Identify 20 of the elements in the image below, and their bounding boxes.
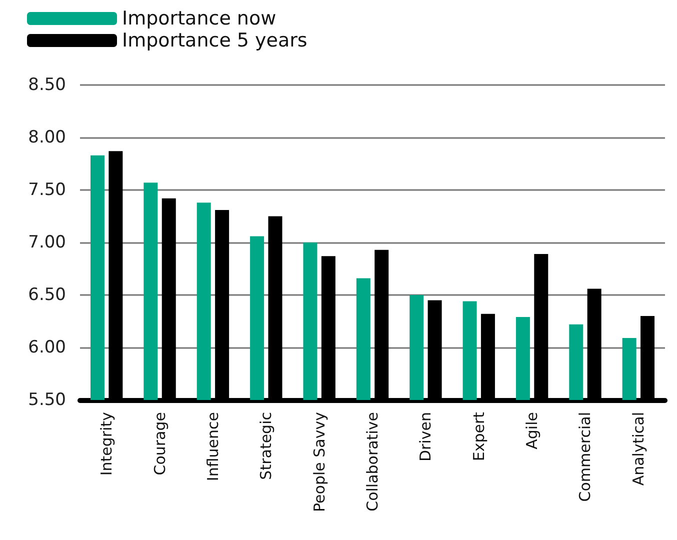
- x-tick-label: Influence: [204, 412, 222, 482]
- y-tick-label: 8.50: [28, 75, 66, 95]
- x-tick-label: Commercial: [576, 412, 594, 502]
- legend-label: Importance now: [122, 8, 276, 30]
- x-tick-label: Agile: [523, 412, 542, 450]
- x-tick-label: Driven: [416, 412, 435, 462]
- legend-label: Importance 5 years: [122, 30, 308, 52]
- y-tick-label: 7.50: [28, 180, 66, 200]
- y-tick-label: 8.00: [28, 128, 66, 148]
- y-tick-label: 6.00: [28, 338, 66, 358]
- x-tick-label: Integrity: [98, 412, 116, 476]
- x-tick-label: Strategic: [257, 412, 276, 480]
- x-tick-label: Collaborative: [364, 412, 382, 512]
- y-tick-label: 6.50: [28, 285, 66, 305]
- x-tick-label: People Savvy: [310, 412, 328, 512]
- x-tick-label: Analytical: [629, 412, 648, 486]
- y-tick-label: 5.50: [28, 390, 66, 410]
- y-tick-label: 7.00: [28, 232, 66, 252]
- x-tick-label: Expert: [470, 412, 488, 462]
- x-tick-label: Courage: [150, 412, 169, 476]
